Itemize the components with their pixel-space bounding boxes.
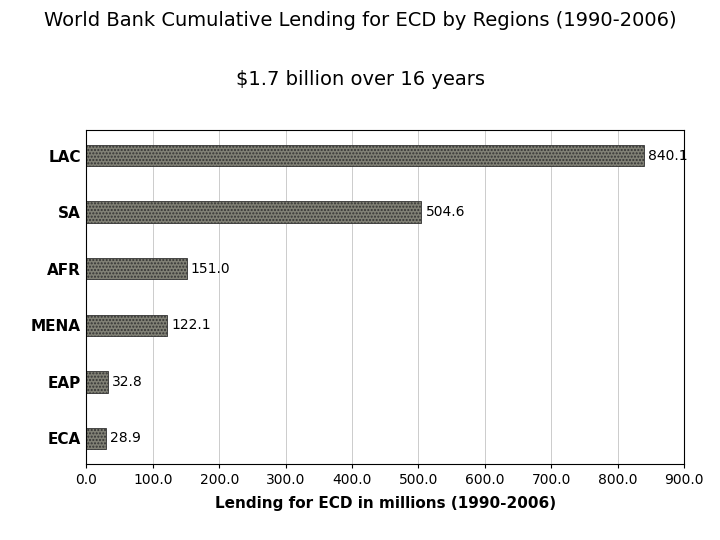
Bar [86,201,421,223]
Text: 840.1: 840.1 [648,148,688,163]
Bar [86,428,106,449]
Bar [86,314,168,336]
Text: 28.9: 28.9 [109,431,140,446]
Bar [86,258,186,280]
Text: 504.6: 504.6 [426,205,465,219]
Text: $1.7 billion over 16 years: $1.7 billion over 16 years [235,70,485,89]
Text: 32.8: 32.8 [112,375,143,389]
Text: 151.0: 151.0 [191,262,230,276]
Text: 122.1: 122.1 [171,318,211,332]
Bar [86,145,644,166]
X-axis label: Lending for ECD in millions (1990-2006): Lending for ECD in millions (1990-2006) [215,496,556,511]
Bar [86,371,108,393]
Text: World Bank Cumulative Lending for ECD by Regions (1990-2006): World Bank Cumulative Lending for ECD by… [44,11,676,30]
